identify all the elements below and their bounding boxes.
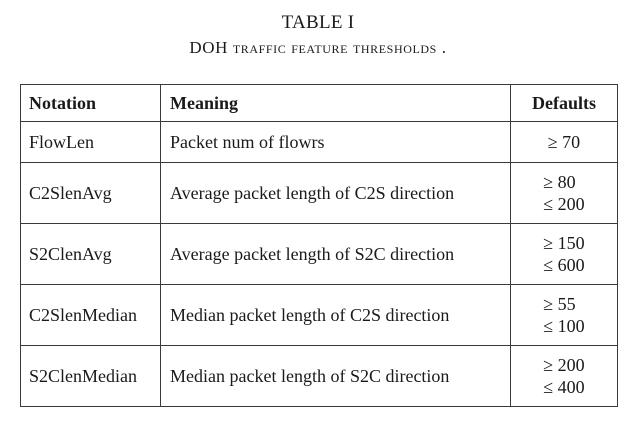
lower-bound: ≥ 55 [543,294,576,314]
notation-cell: S2ClenMedian [20,345,161,407]
defaults-bounds: ≥ 80 ≤ 200 [543,171,584,215]
table-row: FlowLen Packet num of flowrs ≥ 70 [20,121,618,163]
lower-bound: ≥ 150 [543,233,585,253]
defaults-cell: ≥ 150 ≤ 600 [510,223,618,285]
meaning-cell: Average packet length of S2C direction [160,223,511,285]
notation-cell: FlowLen [20,121,161,163]
notation-cell: S2ClenAvg [20,223,161,285]
defaults-cell: ≥ 55 ≤ 100 [510,284,618,346]
lower-bound: ≥ 80 [543,172,576,192]
meaning-cell: Median packet length of S2C direction [160,345,511,407]
upper-bound: ≤ 200 [543,194,585,214]
table-row: C2SlenMedian Median packet length of C2S… [20,284,618,346]
meaning-cell: Average packet length of C2S direction [160,162,511,224]
meaning-cell: Packet num of flowrs [160,121,511,163]
lower-bound: ≥ 200 [543,355,585,375]
defaults-cell: ≥ 200 ≤ 400 [510,345,618,407]
table-caption-title: DOH traffic feature thresholds . [189,38,447,57]
header-meaning: Meaning [160,84,511,122]
defaults-cell: ≥ 70 [510,121,618,163]
upper-bound: ≤ 400 [543,377,585,397]
defaults-cell: ≥ 80 ≤ 200 [510,162,618,224]
upper-bound: ≤ 600 [543,255,585,275]
defaults-bounds: ≥ 70 [548,131,580,153]
defaults-bounds: ≥ 55 ≤ 100 [543,293,584,337]
lower-bound: ≥ 70 [547,132,581,152]
header-notation: Notation [20,84,161,122]
table-caption-label: TABLE I [281,12,355,33]
upper-bound: ≤ 100 [543,316,585,336]
table-row: S2ClenMedian Median packet length of S2C… [20,345,618,407]
table-header-row: Notation Meaning Defaults [20,84,618,122]
table-row: C2SlenAvg Average packet length of C2S d… [20,162,618,224]
defaults-bounds: ≥ 200 ≤ 400 [543,354,584,398]
meaning-cell: Median packet length of C2S direction [160,284,511,346]
header-defaults: Defaults [510,84,618,122]
table-row: S2ClenAvg Average packet length of S2C d… [20,223,618,285]
thresholds-table: Notation Meaning Defaults FlowLen Packet… [20,84,618,407]
notation-cell: C2SlenMedian [20,284,161,346]
notation-cell: C2SlenAvg [20,162,161,224]
defaults-bounds: ≥ 150 ≤ 600 [543,232,584,276]
